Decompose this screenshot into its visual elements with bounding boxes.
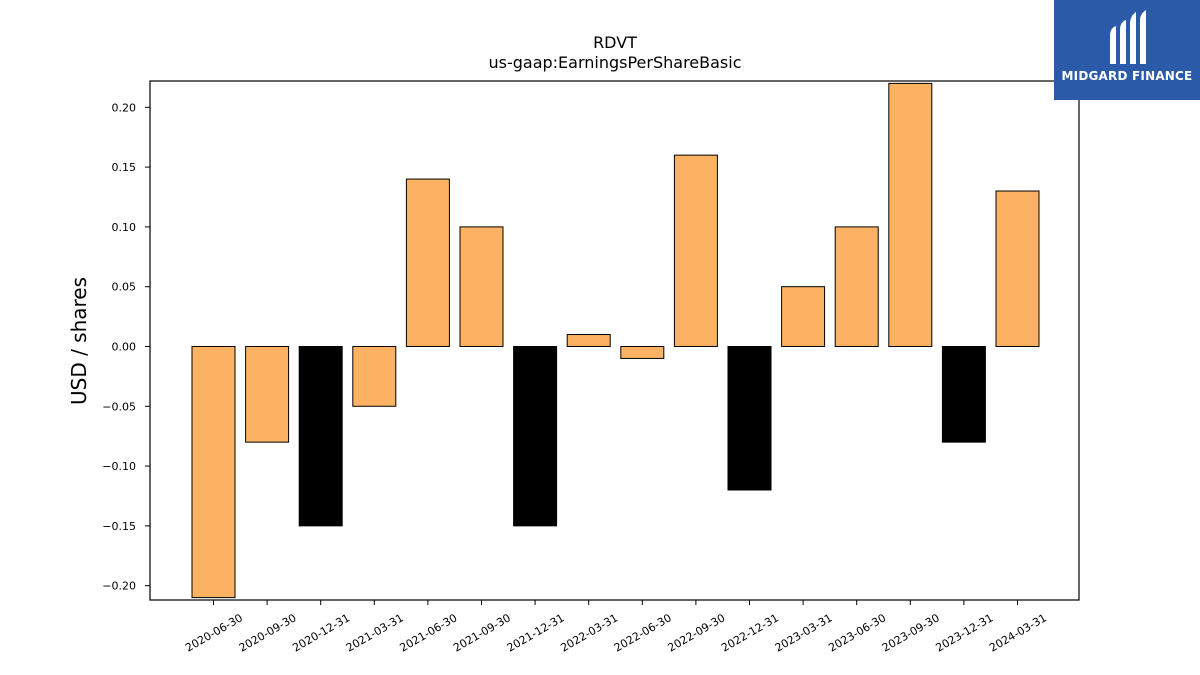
x-tick-label: 2021-12-31 xyxy=(505,611,567,654)
bar-2022-03-31 xyxy=(566,334,611,347)
bar-2020-12-31 xyxy=(298,345,343,527)
y-tick-label: 0.15 xyxy=(112,161,137,174)
y-tick-label: 0.00 xyxy=(112,340,137,353)
x-tick-label: 2023-12-31 xyxy=(934,611,996,654)
y-axis-label: USD / shares xyxy=(67,277,91,405)
x-tick-label: 2020-12-31 xyxy=(290,611,352,654)
chart-subtitle: us-gaap:EarningsPerShareBasic xyxy=(488,53,741,72)
y-tick-label: 0.10 xyxy=(112,221,137,234)
x-tick-label: 2022-12-31 xyxy=(719,611,781,654)
bar-2021-03-31 xyxy=(352,345,397,407)
x-tick-label: 2024-03-31 xyxy=(987,611,1049,654)
bar-2022-09-30 xyxy=(673,154,718,347)
x-tick-label: 2020-09-30 xyxy=(237,611,299,654)
x-tick-label: 2023-06-30 xyxy=(826,611,888,654)
bar-2020-09-30 xyxy=(245,345,290,443)
x-ticks-group: 2020-06-302020-09-302020-12-312021-03-31… xyxy=(183,600,1049,655)
x-tick-label: 2022-03-31 xyxy=(558,611,620,654)
x-tick-label: 2021-09-30 xyxy=(451,611,513,654)
y-tick-label: −0.10 xyxy=(102,460,136,473)
midgard-logo-icon xyxy=(1110,10,1146,64)
y-tick-label: 0.20 xyxy=(112,101,137,114)
bar-2023-09-30 xyxy=(888,82,933,347)
x-tick-label: 2021-06-30 xyxy=(398,611,460,654)
bar-2020-06-30 xyxy=(191,345,236,599)
y-tick-label: −0.20 xyxy=(102,580,136,593)
y-tick-label: −0.15 xyxy=(102,520,136,533)
chart-title: RDVT xyxy=(593,33,637,52)
bar-2021-09-30 xyxy=(459,226,504,347)
x-tick-label: 2023-03-31 xyxy=(773,611,835,654)
bar-2021-12-31 xyxy=(513,345,558,527)
x-tick-label: 2020-06-30 xyxy=(183,611,245,654)
bar-2022-06-30 xyxy=(620,345,665,359)
x-tick-label: 2022-09-30 xyxy=(666,611,728,654)
bar-2022-12-31 xyxy=(727,345,772,491)
logo-badge: MIDGARD FINANCE xyxy=(1054,0,1200,100)
bars-group xyxy=(191,82,1040,599)
bar-2023-12-31 xyxy=(941,345,986,443)
plot-frame xyxy=(149,80,1080,601)
y-tick-label: −0.05 xyxy=(102,400,136,413)
x-tick-label: 2023-09-30 xyxy=(880,611,942,654)
y-ticks-group: −0.20 −0.15 −0.10 −0.05 0.00 0.05 0.10 0.15 0.20 xyxy=(102,101,150,593)
bar-2024-03-31 xyxy=(995,190,1040,347)
x-tick-label: 2022-06-30 xyxy=(612,611,674,654)
x-tick-label: 2021-03-31 xyxy=(344,611,406,654)
bar-2023-03-31 xyxy=(781,286,826,347)
bar-2023-06-30 xyxy=(834,226,879,347)
y-tick-label: 0.05 xyxy=(112,281,137,294)
logo-text: MIDGARD FINANCE xyxy=(1061,69,1193,83)
bar-2021-06-30 xyxy=(405,178,450,347)
